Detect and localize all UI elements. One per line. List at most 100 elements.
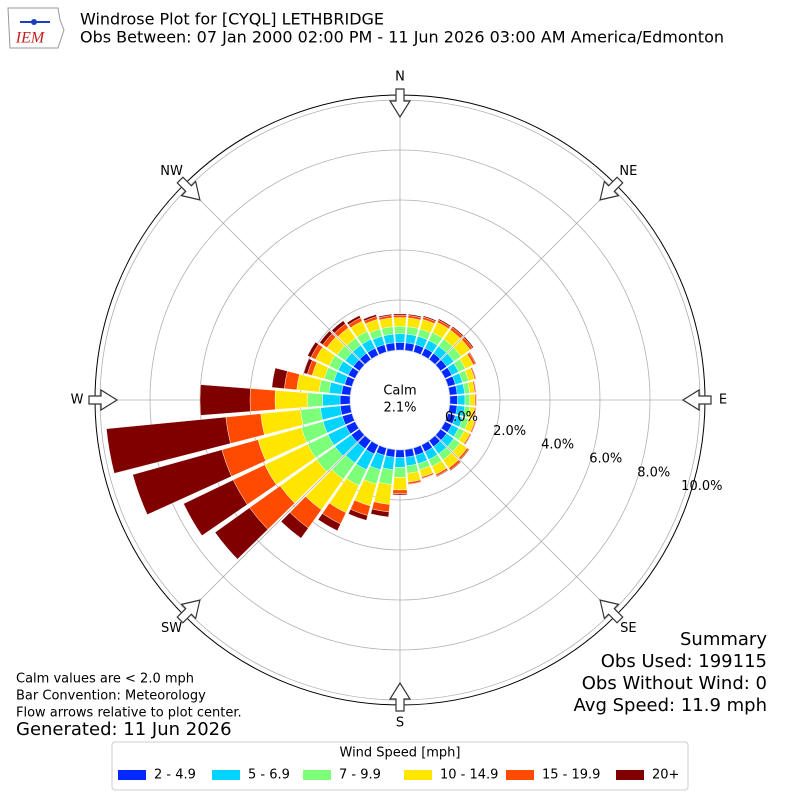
bar-segment [225, 413, 265, 444]
bar-segment [394, 326, 406, 335]
arrow-shape [599, 599, 624, 624]
bar-segment [393, 314, 407, 318]
legend-swatch [212, 770, 240, 780]
bar-segment [475, 393, 477, 407]
summary-line: Obs Without Wind: 0 [582, 673, 767, 694]
direction-label: W [71, 393, 84, 408]
bar-segment [438, 318, 452, 328]
bar-segment [307, 392, 323, 408]
bar-segment [449, 461, 462, 472]
r-tick-label: 10.0% [681, 479, 722, 494]
bar-segment [469, 394, 476, 406]
bar-segment [471, 366, 477, 380]
direction-label: NW [160, 164, 183, 179]
bar-segment [280, 512, 309, 539]
r-tick-label: 6.0% [589, 451, 622, 466]
bar-segment [408, 481, 422, 485]
bar-segment [300, 407, 323, 426]
bar-segment [392, 489, 408, 494]
arrow-shape [681, 388, 712, 412]
arrow-shape [176, 176, 201, 201]
bar-segment [421, 473, 435, 480]
bar-segment [348, 509, 368, 521]
legend-swatch [303, 770, 331, 780]
bar-segment [408, 313, 422, 318]
grid-spoke [184, 435, 365, 616]
bar-segment [363, 314, 377, 322]
bar-segment [464, 394, 471, 406]
arrow-shape [599, 176, 624, 201]
direction-label: S [396, 716, 404, 731]
bar-segment [322, 393, 341, 407]
bar-segment [132, 449, 232, 515]
bar-segment [449, 395, 458, 405]
bar-segment [328, 382, 344, 395]
logo-text: IEM [15, 30, 46, 47]
bar-segment [392, 493, 408, 496]
flow-arrow [176, 176, 201, 201]
arrow-shape [388, 88, 412, 119]
bar-segment [422, 315, 437, 322]
flow-arrow [681, 388, 712, 412]
legend-title: Wind Speed [mph] [340, 746, 461, 761]
legend-swatch [118, 770, 146, 780]
r-tick-label: 4.0% [541, 438, 574, 453]
bar-segment [317, 513, 341, 532]
legend-swatch [404, 770, 432, 780]
bar-segment [473, 407, 477, 420]
generated: Generated: 11 Jun 2026 [16, 719, 232, 740]
legend-label: 7 - 9.9 [339, 768, 381, 783]
bar-segment [395, 342, 405, 351]
bar-segment [183, 479, 248, 536]
direction-label: NE [619, 164, 637, 179]
bar-segment [271, 367, 288, 389]
notes: Calm values are < 2.0 mph Bar Convention:… [16, 672, 242, 721]
legend-label: 15 - 19.9 [542, 768, 600, 783]
flow-arrow [88, 388, 119, 412]
calm-value: 2.1% [383, 401, 416, 416]
plot-area: N NE E SE S SW W NW 0.0% 2.0% 4.0% 6.0% 8.0% 10.0% [71, 70, 728, 731]
bar-segment [346, 315, 361, 325]
bar-segment [340, 404, 352, 416]
bar-segment [394, 457, 406, 468]
bar-segment [373, 482, 392, 505]
bar-segment [463, 336, 474, 349]
bar-segment [274, 390, 308, 410]
legend-label: 5 - 6.9 [248, 768, 290, 783]
flow-arrow [388, 681, 412, 712]
chart-title: Windrose Plot for [CYQL] LETHBRIDGE [80, 10, 384, 29]
bar-segment [303, 358, 313, 375]
bar-segment [436, 469, 449, 478]
flow-arrow [388, 88, 412, 119]
legend-label: 2 - 4.9 [154, 768, 196, 783]
r-tick-label: 0.0% [445, 410, 478, 425]
bar-segment [395, 449, 405, 458]
bar-segment [214, 507, 269, 560]
r-tick-label: 2.0% [493, 424, 526, 439]
summary-line: Summary [680, 629, 767, 650]
chart-subtitle: Obs Between: 07 Jan 2000 02:00 PM - 11 J… [80, 28, 724, 47]
bar-segment [249, 388, 276, 412]
bar-segment [468, 351, 477, 365]
grid-spoke [184, 184, 365, 365]
summary-line: Obs Used: 199115 [601, 651, 767, 672]
bar-segment [378, 313, 392, 318]
bar-segment [341, 385, 352, 396]
bar-segment [393, 317, 407, 327]
bar-segment [393, 467, 407, 478]
bar-segment [451, 326, 464, 337]
bar-segment [460, 448, 470, 460]
bar-segment [464, 433, 472, 446]
bar-segment [106, 416, 231, 474]
arrow-shape [176, 599, 201, 624]
legend-swatch [506, 770, 534, 780]
bar-segment [393, 313, 407, 316]
direction-label: SE [620, 621, 636, 636]
legend-label: 10 - 14.9 [440, 768, 498, 783]
bar-segment [471, 420, 477, 434]
grid-spoke [435, 435, 616, 616]
bar-segment [378, 467, 394, 485]
flow-arrow [599, 599, 624, 624]
